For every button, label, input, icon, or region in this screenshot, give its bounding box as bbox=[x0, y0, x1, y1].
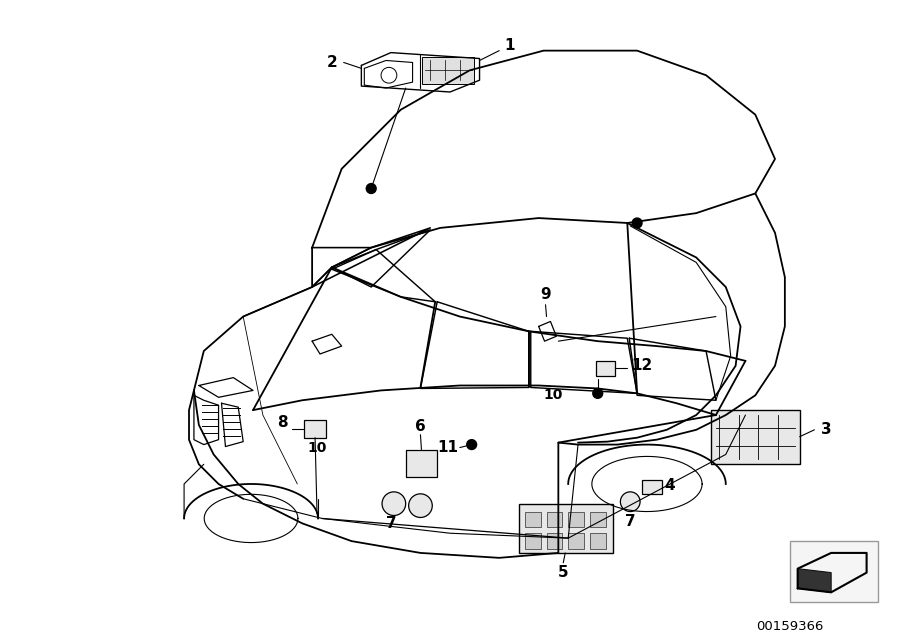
FancyBboxPatch shape bbox=[525, 511, 541, 527]
Text: 8: 8 bbox=[277, 415, 288, 431]
Circle shape bbox=[409, 494, 432, 518]
Circle shape bbox=[620, 492, 640, 511]
Text: 4: 4 bbox=[664, 478, 675, 494]
FancyBboxPatch shape bbox=[790, 541, 878, 602]
FancyBboxPatch shape bbox=[590, 511, 606, 527]
Circle shape bbox=[467, 439, 477, 450]
FancyBboxPatch shape bbox=[596, 361, 616, 376]
Text: 5: 5 bbox=[558, 565, 569, 580]
Circle shape bbox=[593, 389, 603, 398]
Text: 2: 2 bbox=[327, 55, 338, 70]
FancyBboxPatch shape bbox=[546, 533, 562, 549]
FancyBboxPatch shape bbox=[519, 504, 613, 553]
Text: 11: 11 bbox=[437, 440, 458, 455]
Text: 6: 6 bbox=[415, 419, 426, 434]
Polygon shape bbox=[797, 569, 831, 592]
Text: 1: 1 bbox=[504, 38, 514, 53]
FancyBboxPatch shape bbox=[590, 533, 606, 549]
Circle shape bbox=[366, 184, 376, 193]
Text: 12: 12 bbox=[632, 358, 652, 373]
Text: 00159366: 00159366 bbox=[756, 620, 824, 633]
FancyBboxPatch shape bbox=[568, 533, 584, 549]
Circle shape bbox=[632, 218, 642, 228]
Circle shape bbox=[382, 492, 406, 516]
FancyBboxPatch shape bbox=[525, 533, 541, 549]
Text: 9: 9 bbox=[540, 287, 551, 302]
Text: 3: 3 bbox=[821, 422, 832, 438]
Text: 10: 10 bbox=[308, 441, 327, 455]
FancyBboxPatch shape bbox=[304, 420, 326, 438]
Text: 7: 7 bbox=[385, 516, 396, 531]
Text: 10: 10 bbox=[544, 389, 563, 403]
FancyBboxPatch shape bbox=[406, 450, 437, 477]
FancyBboxPatch shape bbox=[642, 480, 662, 494]
FancyBboxPatch shape bbox=[422, 57, 473, 84]
Text: 7: 7 bbox=[625, 514, 635, 529]
FancyBboxPatch shape bbox=[546, 511, 562, 527]
FancyBboxPatch shape bbox=[711, 410, 799, 464]
FancyBboxPatch shape bbox=[568, 511, 584, 527]
